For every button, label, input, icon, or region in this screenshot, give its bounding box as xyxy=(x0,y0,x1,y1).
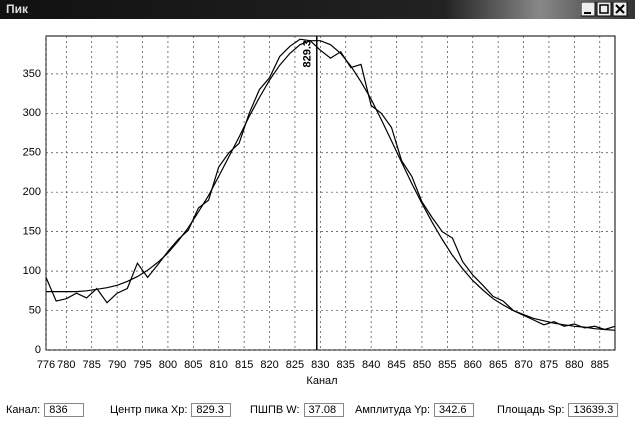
x-tick-label: 795 xyxy=(133,359,151,371)
x-tick-label: 885 xyxy=(591,359,609,371)
chart: Канал 0 50 100 150 200 250 300 350 776 780 785 790 7… xyxy=(23,35,616,387)
x-tick-label: 855 xyxy=(438,359,456,371)
status-value: 13639.3 xyxy=(568,403,619,417)
x-tick-label: 776 xyxy=(37,359,55,371)
x-tick-label: 875 xyxy=(540,359,558,371)
x-tick-label: 785 xyxy=(83,359,101,371)
y-tick-label: 50 xyxy=(29,304,41,316)
x-tick-label: 790 xyxy=(108,359,126,371)
status-label: Амплитуда Yp: xyxy=(355,404,431,416)
x-tick-label: 880 xyxy=(565,359,583,371)
y-tick-label: 0 xyxy=(35,344,41,356)
status-field: Центр пика Xp: 829.3 xyxy=(110,403,232,417)
x-tick-label: 850 xyxy=(413,359,431,371)
x-tick-label: 780 xyxy=(57,359,75,371)
y-tick-label: 350 xyxy=(23,68,41,80)
status-field: Амплитуда Yp: 342.6 xyxy=(355,403,475,417)
peak-marker-label: 829.3 xyxy=(302,40,314,68)
y-tick-label: 100 xyxy=(23,265,41,277)
title-bar: Пик xyxy=(0,0,635,19)
x-tick-label: 835 xyxy=(337,359,355,371)
status-value: 37.08 xyxy=(303,403,344,417)
x-tick-label: 865 xyxy=(489,359,507,371)
status-value: 342.6 xyxy=(434,403,475,417)
plot-area xyxy=(45,35,616,351)
status-value: 836 xyxy=(44,403,85,417)
x-tick-label: 805 xyxy=(184,359,202,371)
x-tick-label: 800 xyxy=(159,359,177,371)
x-tick-label: 830 xyxy=(311,359,329,371)
y-tick-label: 150 xyxy=(23,226,41,238)
series-line xyxy=(46,40,616,331)
window-title: Пик xyxy=(6,2,29,16)
status-label: Канал: xyxy=(6,404,41,416)
x-tick-label: 825 xyxy=(286,359,304,371)
x-tick-label: 820 xyxy=(260,359,278,371)
x-tick-label: 860 xyxy=(464,359,482,371)
y-tick-label: 200 xyxy=(23,186,41,198)
x-tick-label: 815 xyxy=(235,359,253,371)
status-field: Канал: 836 xyxy=(6,403,85,417)
x-tick-label: 870 xyxy=(514,359,532,371)
status-field: Площадь Sp: 13639.3 xyxy=(497,403,619,417)
status-field: ПШПВ W: 37.08 xyxy=(250,403,344,417)
y-tick-label: 250 xyxy=(23,147,41,159)
x-tick-label: 840 xyxy=(362,359,380,371)
x-tick-label: 845 xyxy=(387,359,405,371)
status-label: Площадь Sp: xyxy=(497,404,565,416)
status-label: ПШПВ W: xyxy=(250,404,300,416)
x-axis-label: Канал xyxy=(306,375,337,387)
status-label: Центр пика Xp: xyxy=(110,404,188,416)
status-value: 829.3 xyxy=(191,403,232,417)
x-tick-label: 810 xyxy=(210,359,228,371)
window-buttons xyxy=(581,2,628,17)
y-tick-label: 300 xyxy=(23,107,41,119)
